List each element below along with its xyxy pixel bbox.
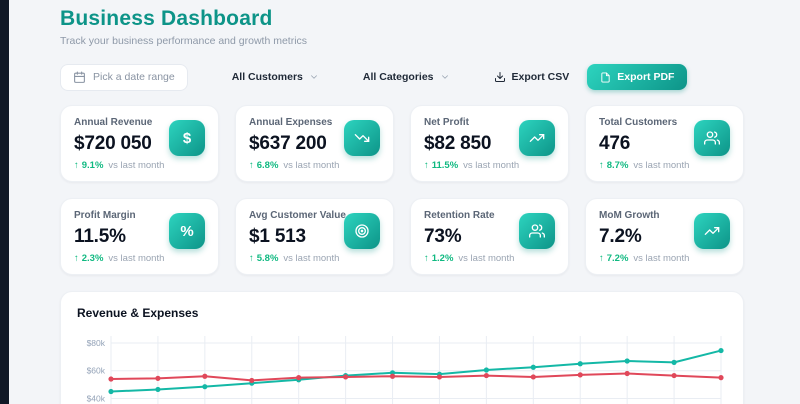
kpi-label: Total Customers — [599, 117, 678, 128]
kpi-label: Profit Margin — [74, 210, 136, 221]
kpi-card-annual-revenue: Annual Revenue $720 050 ↑ 9.1% vs last m… — [60, 105, 219, 182]
trending-down-icon — [344, 120, 380, 156]
kpi-label: MoM Growth — [599, 210, 660, 221]
kpi-card-annual-expenses: Annual Expenses $637 200 ↑ 6.8% vs last … — [235, 105, 394, 182]
kpi-card-net-profit: Net Profit $82 850 ↑ 11.5% vs last month — [410, 105, 569, 182]
up-arrow-icon: ↑ — [249, 253, 254, 264]
kpi-delta-note: vs last month — [283, 253, 340, 264]
up-arrow-icon: ↑ — [249, 160, 254, 171]
kpi-value: 476 — [599, 133, 631, 154]
chevron-down-icon — [309, 72, 319, 82]
up-arrow-icon: ↑ — [74, 253, 79, 264]
kpi-grid: Annual Revenue $720 050 ↑ 9.1% vs last m… — [60, 105, 744, 275]
kpi-delta: ↑ 2.3% vs last month — [74, 253, 205, 264]
main-content: Business Dashboard Track your business p… — [60, 0, 744, 404]
target-icon — [344, 213, 380, 249]
kpi-delta-note: vs last month — [108, 253, 165, 264]
export-csv-label: Export CSV — [511, 71, 570, 83]
trending-up-icon — [519, 120, 555, 156]
page-subtitle: Track your business performance and grow… — [60, 35, 308, 47]
kpi-card-mom-growth: MoM Growth 7.2% ↑ 7.2% vs last month — [585, 198, 744, 275]
filter-bar: Pick a date range All Customers All Cate… — [60, 62, 744, 92]
percent-icon: % — [169, 213, 205, 249]
kpi-delta-note: vs last month — [458, 253, 515, 264]
kpi-delta-note: vs last month — [108, 160, 165, 171]
calendar-icon — [73, 71, 86, 84]
svg-text:$40k: $40k — [87, 393, 106, 403]
kpi-value: $637 200 — [249, 133, 327, 154]
collapsed-sidebar[interactable] — [0, 0, 9, 404]
kpi-delta-value: 8.7% — [606, 160, 629, 171]
kpi-delta-note: vs last month — [633, 253, 690, 264]
kpi-delta: ↑ 1.2% vs last month — [424, 253, 555, 264]
users-icon — [519, 213, 555, 249]
kpi-delta: ↑ 5.8% vs last month — [249, 253, 380, 264]
kpi-delta-value: 1.2% — [431, 253, 454, 264]
kpi-delta: ↑ 7.2% vs last month — [599, 253, 730, 264]
kpi-value: $82 850 — [424, 133, 492, 154]
dollar-icon: $ — [169, 120, 205, 156]
customers-select[interactable]: All Customers — [232, 71, 319, 83]
export-pdf-button[interactable]: Export PDF — [587, 64, 688, 90]
svg-text:$80k: $80k — [87, 338, 106, 348]
kpi-delta: ↑ 11.5% vs last month — [424, 160, 555, 171]
kpi-delta-note: vs last month — [463, 160, 520, 171]
kpi-delta-value: 9.1% — [81, 160, 104, 171]
up-arrow-icon: ↑ — [424, 253, 429, 264]
kpi-delta-note: vs last month — [283, 160, 340, 171]
kpi-delta-value: 2.3% — [81, 253, 104, 264]
page-title: Business Dashboard — [60, 7, 273, 30]
kpi-card-total-customers: Total Customers 476 ↑ 8.7% vs last month — [585, 105, 744, 182]
kpi-card-profit-margin: Profit Margin 11.5% ↑ 2.3% vs last month… — [60, 198, 219, 275]
kpi-delta: ↑ 8.7% vs last month — [599, 160, 730, 171]
date-range-label: Pick a date range — [93, 71, 175, 83]
download-icon — [494, 71, 506, 83]
categories-select[interactable]: All Categories — [363, 71, 450, 83]
kpi-value: $720 050 — [74, 133, 152, 154]
kpi-card-retention-rate: Retention Rate 73% ↑ 1.2% vs last month — [410, 198, 569, 275]
up-arrow-icon: ↑ — [599, 160, 604, 171]
up-arrow-icon: ↑ — [599, 253, 604, 264]
export-csv-button[interactable]: Export CSV — [494, 71, 570, 83]
trending-up-icon — [694, 213, 730, 249]
kpi-delta: ↑ 6.8% vs last month — [249, 160, 380, 171]
export-pdf-label: Export PDF — [617, 71, 675, 83]
kpi-label: Avg Customer Value — [249, 210, 346, 221]
chart-title: Revenue & Expenses — [77, 306, 199, 320]
svg-text:$60k: $60k — [87, 366, 106, 376]
kpi-label: Retention Rate — [424, 210, 495, 221]
kpi-value: 11.5% — [74, 226, 126, 247]
kpi-value: 7.2% — [599, 226, 642, 247]
date-range-picker[interactable]: Pick a date range — [60, 63, 188, 91]
kpi-delta: ↑ 9.1% vs last month — [74, 160, 205, 171]
kpi-delta-note: vs last month — [633, 160, 690, 171]
kpi-label: Annual Revenue — [74, 117, 153, 128]
kpi-card-avg-customer-value: Avg Customer Value $1 513 ↑ 5.8% vs last… — [235, 198, 394, 275]
file-icon — [600, 71, 611, 83]
kpi-delta-value: 5.8% — [256, 253, 279, 264]
kpi-delta-value: 6.8% — [256, 160, 279, 171]
customers-select-value: All Customers — [231, 71, 303, 83]
up-arrow-icon: ↑ — [74, 160, 79, 171]
revenue-expenses-chart[interactable]: $80k$60k$40k$20k$0k — [77, 330, 729, 404]
kpi-delta-value: 7.2% — [606, 253, 629, 264]
kpi-label: Annual Expenses — [249, 117, 333, 128]
users-icon — [694, 120, 730, 156]
up-arrow-icon: ↑ — [424, 160, 429, 171]
chevron-down-icon — [440, 72, 450, 82]
kpi-label: Net Profit — [424, 117, 469, 128]
kpi-delta-value: 11.5% — [431, 160, 459, 171]
kpi-value: $1 513 — [249, 226, 306, 247]
categories-select-value: All Categories — [362, 71, 434, 83]
chart-card: Revenue & Expenses $80k$60k$40k$20k$0k — [60, 291, 744, 404]
kpi-value: 73% — [424, 226, 462, 247]
